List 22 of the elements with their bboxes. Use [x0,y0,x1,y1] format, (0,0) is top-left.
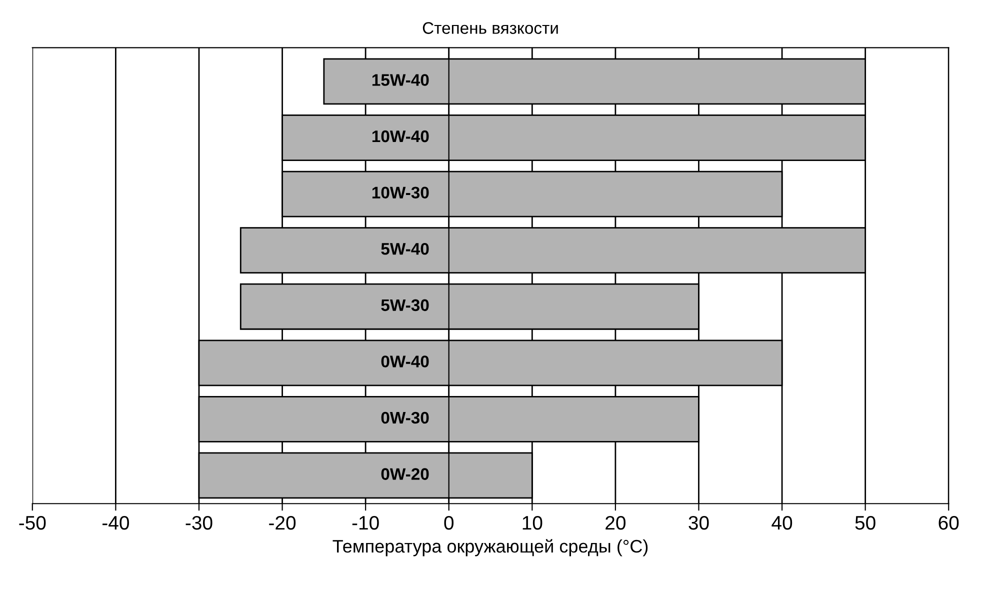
x-tick-label: 50 [855,516,876,530]
x-tick-label: 40 [772,516,792,530]
x-tick-label: -50 [19,516,46,530]
x-tick-label: 0 [444,516,454,530]
y-tick-label: 0W-20 [381,468,429,480]
y-tick-label: 10W-30 [372,186,429,199]
x-tick-label: 20 [606,516,626,530]
x-tick-label: -20 [269,516,296,530]
y-tick-label: 15W-40 [372,74,429,86]
x-tick-label: 60 [938,516,959,530]
y-tick-label: 0W-40 [381,356,429,368]
x-tick-label: -10 [352,516,379,530]
x-tick-label: -30 [186,516,212,530]
x-tick-label: -40 [102,516,129,530]
y-tick-label: 10W-40 [372,130,429,142]
x-tick-label: 30 [688,516,709,530]
x-axis-title: Температура окружающей среды (°C) [332,539,648,556]
chart-title: Степень вязкости [422,22,558,34]
y-tick-label: 5W-40 [381,242,429,255]
x-tick-label: 10 [522,516,542,530]
y-tick-label: 5W-30 [381,299,429,312]
y-tick-label: 0W-30 [381,412,429,424]
